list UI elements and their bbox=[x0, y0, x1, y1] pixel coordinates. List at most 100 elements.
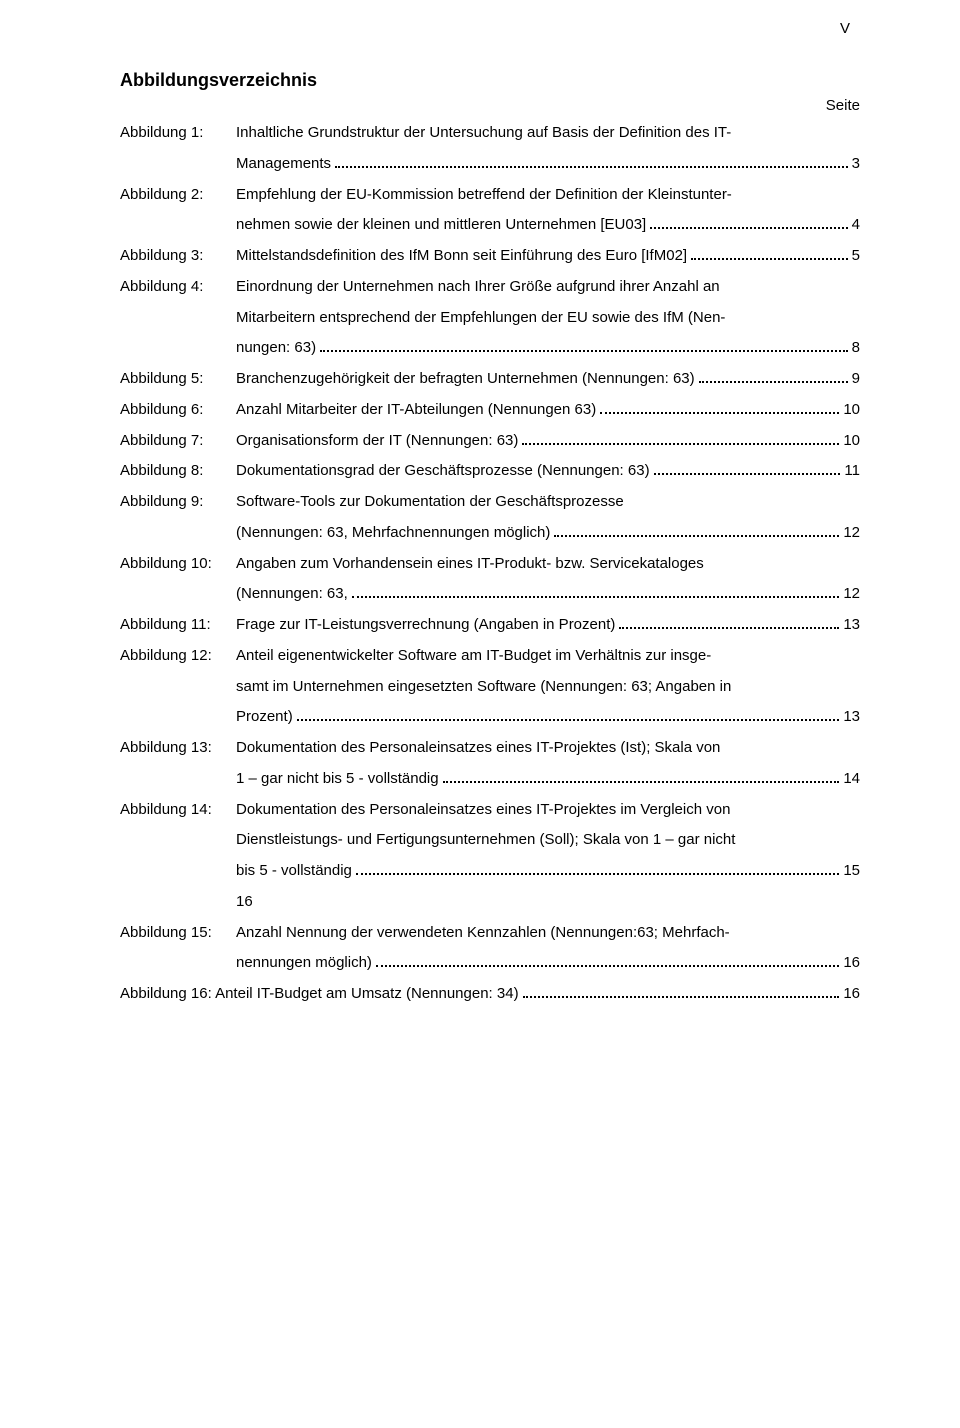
entry-leader-line: nehmen sowie der kleinen und mittleren U… bbox=[236, 210, 860, 241]
entry-line: Dokumentation des Personaleinsatzes eine… bbox=[236, 795, 860, 826]
leader-dots bbox=[335, 154, 848, 168]
entry-row: Abbildung 4:Einordnung der Unternehmen n… bbox=[120, 272, 860, 364]
entry-row: Abbildung 11:Frage zur IT-Leistungsverre… bbox=[120, 610, 860, 641]
heading: Abbildungsverzeichnis bbox=[120, 70, 860, 91]
entry-line: Software-Tools zur Dokumentation der Ges… bbox=[236, 487, 860, 518]
entry-body: Mittelstandsdefinition des IfM Bonn seit… bbox=[236, 241, 860, 272]
entry-line: Anzahl Nennung der verwendeten Kennzahle… bbox=[236, 918, 860, 949]
entry-label: Abbildung 4: bbox=[120, 272, 236, 303]
entry-leader-line: (Nennungen: 63, 12 bbox=[236, 579, 860, 610]
entry-line: Inhaltliche Grundstruktur der Untersuchu… bbox=[236, 118, 860, 149]
entry-row: Abbildung 8:Dokumentationsgrad der Gesch… bbox=[120, 456, 860, 487]
leader-dots bbox=[650, 216, 847, 230]
entry-last-text: 1 – gar nicht bis 5 - vollständig bbox=[236, 764, 439, 795]
page-number: V bbox=[840, 20, 850, 37]
entry-label: Abbildung 5: bbox=[120, 364, 236, 395]
entry-page: 10 bbox=[843, 395, 860, 426]
leader-dots bbox=[600, 400, 839, 414]
entry-page: 12 bbox=[843, 579, 860, 610]
leader-dots bbox=[523, 985, 840, 999]
entry-row: Abbildung 1:Inhaltliche Grundstruktur de… bbox=[120, 118, 860, 180]
entry-last-text: nungen: 63) bbox=[236, 333, 316, 364]
leader-dots bbox=[297, 708, 840, 722]
entry-page: 16 bbox=[843, 948, 860, 979]
entry-leader-line: (Nennungen: 63, Mehrfachnennungen möglic… bbox=[236, 518, 860, 549]
entry-row: Abbildung 15:Anzahl Nennung der verwende… bbox=[120, 918, 860, 980]
toc-entry: Abbildung 7:Organisationsform der IT (Ne… bbox=[120, 426, 860, 457]
entry-row: Abbildung 7:Organisationsform der IT (Ne… bbox=[120, 426, 860, 457]
entry-line: samt im Unternehmen eingesetzten Softwar… bbox=[236, 672, 860, 703]
entry-leader-line: Prozent)13 bbox=[236, 702, 860, 733]
toc-entry: Abbildung 5:Branchenzugehörigkeit der be… bbox=[120, 364, 860, 395]
entry-line: Anteil eigenentwickelter Software am IT-… bbox=[236, 641, 860, 672]
entry-page: 15 bbox=[843, 856, 860, 887]
leader-dots bbox=[443, 769, 840, 783]
entry-page: 12 bbox=[843, 518, 860, 549]
entry-line: Mitarbeitern entsprechend der Empfehlung… bbox=[236, 303, 860, 334]
entry-row: Abbildung 9:Software-Tools zur Dokumenta… bbox=[120, 487, 860, 549]
entry-last-text: Managements bbox=[236, 149, 331, 180]
entry-label: Abbildung 9: bbox=[120, 487, 236, 518]
final-entry-text: Abbildung 16: Anteil IT-Budget am Umsatz… bbox=[120, 979, 519, 1010]
entry-last-text: (Nennungen: 63, bbox=[236, 579, 348, 610]
toc-entry: Abbildung 15:Anzahl Nennung der verwende… bbox=[120, 918, 860, 980]
toc-entry: Abbildung 8:Dokumentationsgrad der Gesch… bbox=[120, 456, 860, 487]
entry-label: Abbildung 1: bbox=[120, 118, 236, 149]
leader-dots bbox=[522, 431, 839, 445]
entry-row: Abbildung 6:Anzahl Mitarbeiter der IT-Ab… bbox=[120, 395, 860, 426]
toc-entry: Abbildung 4:Einordnung der Unternehmen n… bbox=[120, 272, 860, 364]
entry-row: Abbildung 2:Empfehlung der EU-Kommission… bbox=[120, 180, 860, 242]
entry-row: Abbildung 13:Dokumentation des Personale… bbox=[120, 733, 860, 795]
entry-leader-line: Frage zur IT-Leistungsverrechnung (Angab… bbox=[236, 610, 860, 641]
entry-label: Abbildung 11: bbox=[120, 610, 236, 641]
toc-entries: Abbildung 1:Inhaltliche Grundstruktur de… bbox=[120, 118, 860, 979]
entry-leader-line: Organisationsform der IT (Nennungen: 63)… bbox=[236, 426, 860, 457]
entry-label: Abbildung 3: bbox=[120, 241, 236, 272]
entry-row: Abbildung 14:Dokumentation des Personale… bbox=[120, 795, 860, 918]
entry-leader-line: bis 5 - vollständig15 bbox=[236, 856, 860, 887]
entry-last-text: Anzahl Mitarbeiter der IT-Abteilungen (N… bbox=[236, 395, 596, 426]
leader-dots bbox=[356, 862, 839, 876]
entry-last-text: Mittelstandsdefinition des IfM Bonn seit… bbox=[236, 241, 687, 272]
entry-body: Empfehlung der EU-Kommission betreffend … bbox=[236, 180, 860, 242]
entry-leader-line: Managements 3 bbox=[236, 149, 860, 180]
entry-leader-line: nungen: 63) 8 bbox=[236, 333, 860, 364]
entry-page: 8 bbox=[852, 333, 860, 364]
entry-body: Branchenzugehörigkeit der befragten Unte… bbox=[236, 364, 860, 395]
leader-dots bbox=[619, 616, 839, 630]
entry-body: Einordnung der Unternehmen nach Ihrer Gr… bbox=[236, 272, 860, 364]
entry-label: Abbildung 7: bbox=[120, 426, 236, 457]
leader-dots bbox=[320, 339, 848, 353]
toc-entry: Abbildung 1:Inhaltliche Grundstruktur de… bbox=[120, 118, 860, 180]
toc-entry: Abbildung 14:Dokumentation des Personale… bbox=[120, 795, 860, 918]
entry-leader-line: Branchenzugehörigkeit der befragten Unte… bbox=[236, 364, 860, 395]
entry-last-text: Branchenzugehörigkeit der befragten Unte… bbox=[236, 364, 695, 395]
final-entry: Abbildung 16: Anteil IT-Budget am Umsatz… bbox=[120, 979, 860, 1010]
entry-body: Anteil eigenentwickelter Software am IT-… bbox=[236, 641, 860, 733]
toc-entry: Abbildung 10:Angaben zum Vorhandensein e… bbox=[120, 549, 860, 611]
entry-page: 3 bbox=[852, 149, 860, 180]
entry-page: 5 bbox=[852, 241, 860, 272]
entry-row: Abbildung 3:Mittelstandsdefinition des I… bbox=[120, 241, 860, 272]
toc-entry: Abbildung 12:Anteil eigenentwickelter So… bbox=[120, 641, 860, 733]
entry-page: 4 bbox=[852, 210, 860, 241]
toc-entry: Abbildung 2:Empfehlung der EU-Kommission… bbox=[120, 180, 860, 242]
seite-label: Seite bbox=[120, 97, 860, 114]
entry-body: Organisationsform der IT (Nennungen: 63)… bbox=[236, 426, 860, 457]
entry-last-text: Frage zur IT-Leistungsverrechnung (Angab… bbox=[236, 610, 615, 641]
entry-page: 13 bbox=[843, 702, 860, 733]
entry-leader-line: 1 – gar nicht bis 5 - vollständig14 bbox=[236, 764, 860, 795]
document-page: V Abbildungsverzeichnis Seite Abbildung … bbox=[0, 0, 960, 1070]
entry-last-text: nennungen möglich) bbox=[236, 948, 372, 979]
entry-label: Abbildung 13: bbox=[120, 733, 236, 764]
entry-label: Abbildung 10: bbox=[120, 549, 236, 580]
toc-entry: Abbildung 3:Mittelstandsdefinition des I… bbox=[120, 241, 860, 272]
entry-line: Angaben zum Vorhandensein eines IT-Produ… bbox=[236, 549, 860, 580]
leader-dots bbox=[654, 462, 841, 476]
entry-leader-line: nennungen möglich) 16 bbox=[236, 948, 860, 979]
entry-body: Dokumentation des Personaleinsatzes eine… bbox=[236, 733, 860, 795]
entry-last-text: nehmen sowie der kleinen und mittleren U… bbox=[236, 210, 646, 241]
entry-last-text: (Nennungen: 63, Mehrfachnennungen möglic… bbox=[236, 518, 550, 549]
entry-page: 13 bbox=[843, 610, 860, 641]
entry-line: Dokumentation des Personaleinsatzes eine… bbox=[236, 733, 860, 764]
